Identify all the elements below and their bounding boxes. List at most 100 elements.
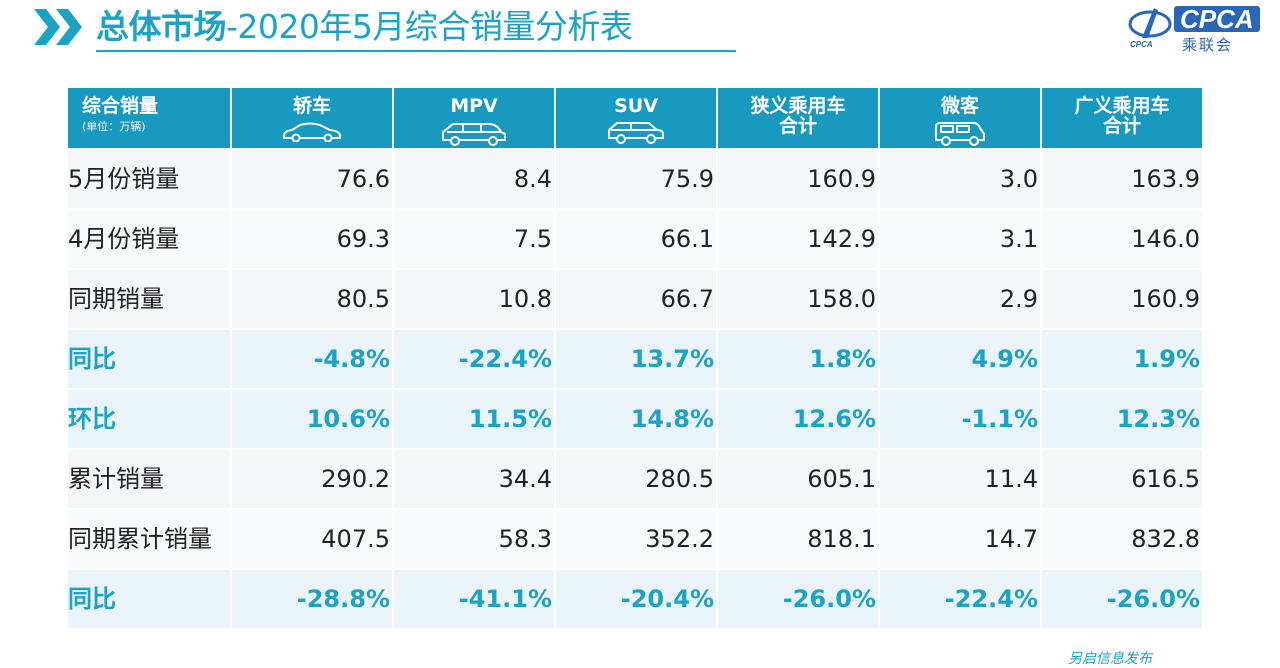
table-cell: 290.2 bbox=[230, 448, 394, 510]
table-cell: 160.9 bbox=[1040, 268, 1204, 330]
table-cell: 1.9% bbox=[1040, 328, 1204, 390]
table-cell: 818.1 bbox=[716, 508, 880, 570]
table-cell: 8.4 bbox=[392, 148, 556, 210]
table-cell: -22.4% bbox=[392, 328, 556, 390]
table-cell: 1.8% bbox=[716, 328, 880, 390]
table-cell: 832.8 bbox=[1040, 508, 1204, 570]
corner-unit: (单位：万辆) bbox=[82, 120, 146, 133]
row-label: 同期累计销量 bbox=[66, 508, 232, 570]
table-cell: 10.6% bbox=[230, 388, 394, 450]
table-cell: 10.8 bbox=[392, 268, 556, 330]
table-cell: -20.4% bbox=[554, 568, 718, 630]
table-cell: 11.5% bbox=[392, 388, 556, 450]
table-cell: -26.0% bbox=[1040, 568, 1204, 630]
col-header-label: 广义乘用车 bbox=[1074, 95, 1170, 117]
table-cell: 75.9 bbox=[554, 148, 718, 210]
table-cell: 11.4 bbox=[878, 448, 1042, 510]
cpca-emblem-icon bbox=[1128, 8, 1172, 38]
table-cell: 7.5 bbox=[392, 208, 556, 270]
page-title: 总体市场-2020年5月综合销量分析表 bbox=[96, 5, 633, 49]
table-cell: 616.5 bbox=[1040, 448, 1204, 510]
suv-icon bbox=[608, 122, 664, 144]
table-header-row: 综合销量 (单位：万辆) 轿车 MPV bbox=[66, 86, 1204, 150]
col-header-label: MPV bbox=[450, 95, 498, 117]
col-header-label: SUV bbox=[614, 95, 658, 117]
table-cell: -4.8% bbox=[230, 328, 394, 390]
table-cell: -41.1% bbox=[392, 568, 556, 630]
col-header-narrow-total: 狭义乘用车 合计 bbox=[716, 86, 880, 150]
table-cell: 407.5 bbox=[230, 508, 394, 570]
table-cell: 160.9 bbox=[716, 148, 880, 210]
table-cell: 12.6% bbox=[716, 388, 880, 450]
table-row: 4月份销量 69.3 7.5 66.1 142.9 3.1 146.0 bbox=[66, 208, 1204, 270]
row-label: 累计销量 bbox=[66, 448, 232, 510]
page-title-rest: -2020年5月综合销量分析表 bbox=[226, 7, 633, 46]
row-label: 同期销量 bbox=[66, 268, 232, 330]
col-header-label-2: 合计 bbox=[1102, 115, 1141, 137]
table-cell: 14.8% bbox=[554, 388, 718, 450]
table-cell: 12.3% bbox=[1040, 388, 1204, 450]
table-row: 5月份销量 76.6 8.4 75.9 160.9 3.0 163.9 bbox=[66, 148, 1204, 210]
cpca-logo: CPCA 乘联会 CPCA bbox=[1128, 4, 1268, 54]
col-header-label: 轿车 bbox=[292, 95, 331, 117]
table-row: 同期销量 80.5 10.8 66.7 158.0 2.9 160.9 bbox=[66, 268, 1204, 330]
logo-sub: CPCA bbox=[1130, 40, 1153, 49]
page-title-bold: 总体市场 bbox=[96, 7, 227, 46]
double-chevron-icon bbox=[34, 9, 82, 45]
table-cell: 4.9% bbox=[878, 328, 1042, 390]
minivan-icon bbox=[935, 122, 985, 146]
table-cell: 69.3 bbox=[230, 208, 394, 270]
mpv-icon bbox=[442, 123, 506, 146]
page-header: 总体市场-2020年5月综合销量分析表 CPCA 乘联会 CPCA bbox=[0, 0, 1280, 62]
row-label: 同比 bbox=[66, 328, 232, 390]
table-cell: 280.5 bbox=[554, 448, 718, 510]
table-cell: 158.0 bbox=[716, 268, 880, 330]
row-label: 5月份销量 bbox=[66, 148, 232, 210]
table-cell: 14.7 bbox=[878, 508, 1042, 570]
table-cell: 2.9 bbox=[878, 268, 1042, 330]
table-cell: 3.1 bbox=[878, 208, 1042, 270]
table-cell: 605.1 bbox=[716, 448, 880, 510]
table-cell: 142.9 bbox=[716, 208, 880, 270]
row-label: 4月份销量 bbox=[66, 208, 232, 270]
sedan-icon bbox=[283, 122, 341, 142]
corner-label: 综合销量 bbox=[82, 95, 159, 117]
table-row: 同期累计销量 407.5 58.3 352.2 818.1 14.7 832.8 bbox=[66, 508, 1204, 570]
title-underline bbox=[96, 50, 736, 52]
table-cell: -28.8% bbox=[230, 568, 394, 630]
logo-brand: CPCA bbox=[1174, 6, 1260, 32]
table-row-yoy: 同比 -4.8% -22.4% 13.7% 1.8% 4.9% 1.9% bbox=[66, 328, 1204, 390]
table-cell: 76.6 bbox=[230, 148, 394, 210]
table-cell: 58.3 bbox=[392, 508, 556, 570]
table-cell: 146.0 bbox=[1040, 208, 1204, 270]
table-cell: 66.1 bbox=[554, 208, 718, 270]
footer-note: 另启信息发布 bbox=[1068, 651, 1152, 667]
col-header-label: 微客 bbox=[940, 95, 979, 117]
table-cell: 34.4 bbox=[392, 448, 556, 510]
col-header-broad-total: 广义乘用车 合计 bbox=[1040, 86, 1204, 150]
logo-brand-cn: 乘联会 bbox=[1182, 36, 1234, 54]
row-label: 环比 bbox=[66, 388, 232, 450]
col-header-label-2: 合计 bbox=[778, 115, 817, 137]
col-header-suv: SUV bbox=[554, 86, 718, 150]
table-cell: -1.1% bbox=[878, 388, 1042, 450]
table-cell: 80.5 bbox=[230, 268, 394, 330]
sales-table-wrapper: 综合销量 (单位：万辆) 轿车 MPV bbox=[66, 86, 1204, 630]
col-header-label: 狭义乘用车 bbox=[750, 95, 846, 117]
table-cell: 3.0 bbox=[878, 148, 1042, 210]
table-cell: 163.9 bbox=[1040, 148, 1204, 210]
table-row-cumulative-yoy: 同比 -28.8% -41.1% -20.4% -26.0% -22.4% -2… bbox=[66, 568, 1204, 630]
table-cell: -26.0% bbox=[716, 568, 880, 630]
table-cell: -22.4% bbox=[878, 568, 1042, 630]
sales-table: 综合销量 (单位：万辆) 轿车 MPV bbox=[66, 86, 1204, 630]
corner-header: 综合销量 (单位：万辆) bbox=[66, 86, 232, 150]
table-cell: 13.7% bbox=[554, 328, 718, 390]
table-row-mom: 环比 10.6% 11.5% 14.8% 12.6% -1.1% 12.3% bbox=[66, 388, 1204, 450]
table-cell: 352.2 bbox=[554, 508, 718, 570]
table-cell: 66.7 bbox=[554, 268, 718, 330]
col-header-sedan: 轿车 bbox=[230, 86, 394, 150]
col-header-mpv: MPV bbox=[392, 86, 556, 150]
row-label: 同比 bbox=[66, 568, 232, 630]
col-header-minivan: 微客 bbox=[878, 86, 1042, 150]
table-row: 累计销量 290.2 34.4 280.5 605.1 11.4 616.5 bbox=[66, 448, 1204, 510]
